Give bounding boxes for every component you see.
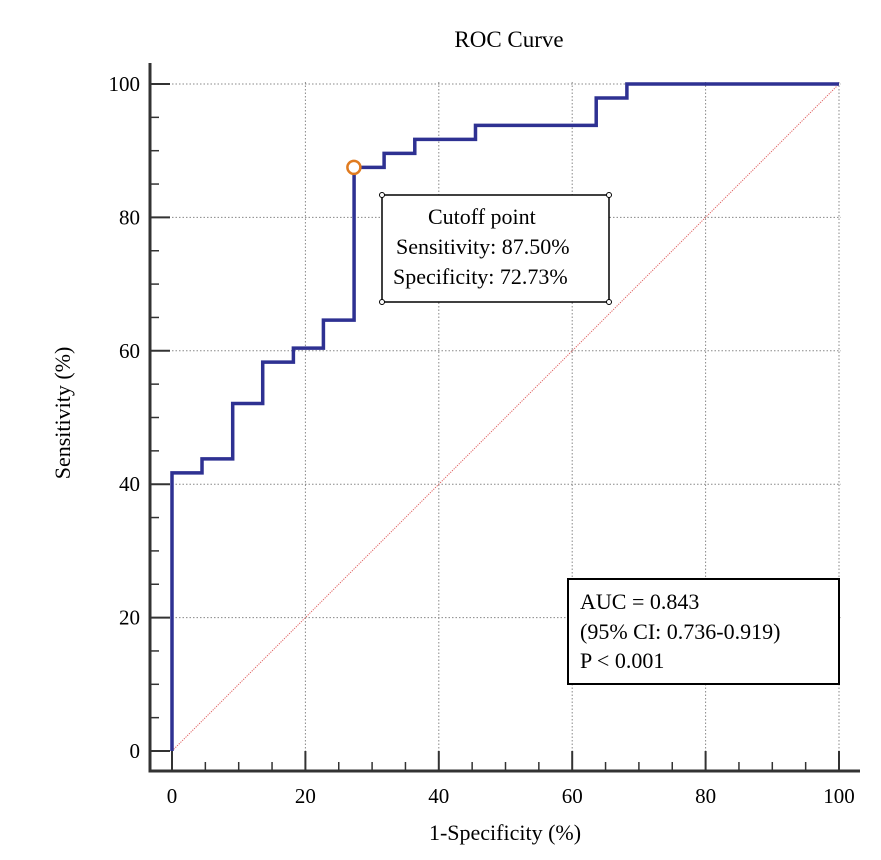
cutoff-title: Cutoff point — [428, 204, 536, 229]
auc-value: AUC = 0.843 — [580, 589, 699, 614]
auc-annotation: AUC = 0.843 (95% CI: 0.736-0.919) P < 0.… — [567, 578, 840, 685]
cutoff-specificity: Specificity: 72.73% — [393, 264, 568, 289]
cutoff-box-handle — [606, 299, 612, 305]
cutoff-point-marker — [346, 159, 362, 176]
x-tick-label: 0 — [167, 784, 178, 808]
x-tick-label: 20 — [295, 784, 316, 808]
y-tick-label: 100 — [109, 72, 141, 96]
y-tick-label: 20 — [119, 606, 140, 630]
x-axis-label: 1-Specificity (%) — [429, 820, 581, 845]
y-tick-label: 0 — [130, 739, 141, 763]
cutoff-box-handle — [606, 192, 612, 198]
roc-curve-layer — [170, 82, 839, 751]
x-tick-label: 40 — [428, 784, 449, 808]
y-axis-label: Sensitivity (%) — [50, 347, 75, 480]
y-tick-label: 80 — [119, 205, 140, 229]
x-tick-label: 60 — [562, 784, 583, 808]
cutoff-marker-layer — [346, 159, 362, 176]
chart-title: ROC Curve — [454, 27, 563, 52]
y-tick-label: 40 — [119, 472, 140, 496]
cutoff-annotation: Cutoff point Sensitivity: 87.50% Specifi… — [379, 192, 612, 305]
auc-box — [567, 578, 840, 685]
auc-ci: (95% CI: 0.736-0.919) — [580, 619, 780, 644]
ticks: 0 20 40 60 80 100 0 20 40 60 80 100 — [109, 72, 855, 808]
cutoff-sensitivity: Sensitivity: 87.50% — [396, 234, 570, 259]
auc-p-value: P < 0.001 — [580, 648, 664, 673]
roc-curve-line — [170, 82, 839, 751]
cutoff-box-handle — [379, 299, 385, 305]
y-tick-label: 60 — [119, 339, 140, 363]
cutoff-box — [381, 194, 610, 303]
x-tick-label: 80 — [695, 784, 716, 808]
cutoff-box-handle — [379, 192, 385, 198]
x-tick-label: 100 — [823, 784, 855, 808]
